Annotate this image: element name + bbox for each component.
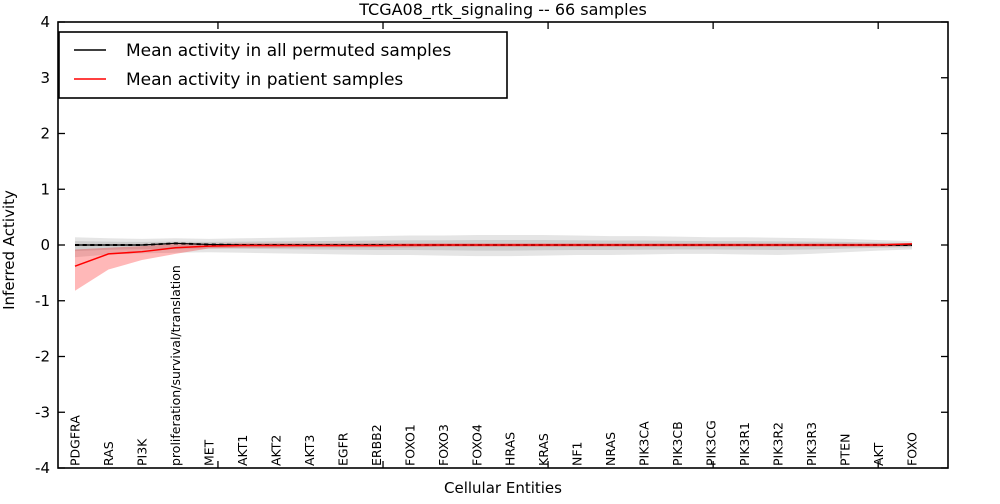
y-tick-label: -1 bbox=[35, 292, 50, 310]
x-category-label: PIK3CB bbox=[670, 421, 685, 466]
x-category-label: PTEN bbox=[838, 434, 853, 466]
x-category-label: ERBB2 bbox=[369, 424, 384, 466]
x-category-label: PIK3R1 bbox=[737, 422, 752, 466]
plot-content: 4 3 2 1 0 -1 -2 -3 -4 PDGFRA RAS PI3K proliferation/… bbox=[35, 13, 948, 477]
plot-frame bbox=[57, 21, 949, 469]
chart-title: TCGA08_rtk_signaling -- 66 samples bbox=[358, 0, 647, 20]
x-category-label: AKT2 bbox=[268, 435, 283, 466]
band-patient-range bbox=[75, 243, 912, 291]
x-category-label: MET bbox=[201, 439, 216, 466]
x-category-label: FOXO3 bbox=[436, 424, 451, 466]
x-category-label: NF1 bbox=[570, 442, 585, 467]
y-tick-label: -2 bbox=[35, 348, 50, 366]
y-tick-label: 4 bbox=[40, 13, 50, 31]
x-category-label: AKT bbox=[871, 442, 886, 466]
x-category-label: PIK3R2 bbox=[771, 422, 786, 466]
legend: Mean activity in all permuted samples Me… bbox=[58, 31, 508, 99]
x-category-label: PI3K bbox=[134, 438, 149, 466]
y-tick-label: -4 bbox=[35, 459, 50, 477]
x-category-label: PDGFRA bbox=[68, 415, 83, 466]
x-category-label: HRAS bbox=[503, 432, 518, 466]
x-category-label: PIK3CA bbox=[637, 421, 652, 466]
y-tick-label: 0 bbox=[40, 236, 50, 254]
x-category-label: AKT3 bbox=[302, 435, 317, 466]
x-category-label: AKT1 bbox=[235, 435, 250, 466]
y-tick-label: 2 bbox=[40, 125, 50, 143]
x-category-label: FOXO bbox=[905, 432, 920, 466]
x-category-label: PIK3CG bbox=[704, 420, 719, 466]
x-category-label: NRAS bbox=[603, 432, 618, 466]
x-category-label: EGFR bbox=[335, 432, 350, 466]
x-category-label: KRAS bbox=[536, 433, 551, 466]
y-axis-label: Inferred Activity bbox=[0, 190, 18, 310]
x-axis-label: Cellular Entities bbox=[444, 479, 562, 497]
legend-label-patient: Mean activity in patient samples bbox=[126, 70, 403, 90]
legend-box bbox=[58, 31, 508, 99]
x-category-label: RAS bbox=[101, 441, 116, 466]
y-tick-label: 1 bbox=[40, 180, 50, 198]
x-category-label: proliferation/survival/translation bbox=[168, 265, 183, 466]
legend-label-permuted: Mean activity in all permuted samples bbox=[126, 41, 451, 61]
x-category-label: FOXO1 bbox=[402, 424, 417, 466]
x-category-label: PIK3R3 bbox=[804, 422, 819, 466]
y-tick-label: 3 bbox=[40, 69, 50, 87]
band-permuted-range-outer bbox=[75, 234, 912, 258]
series-line-1 bbox=[74, 243, 913, 267]
y-tick-label: -3 bbox=[35, 403, 50, 421]
x-category-label: FOXO4 bbox=[469, 424, 484, 466]
